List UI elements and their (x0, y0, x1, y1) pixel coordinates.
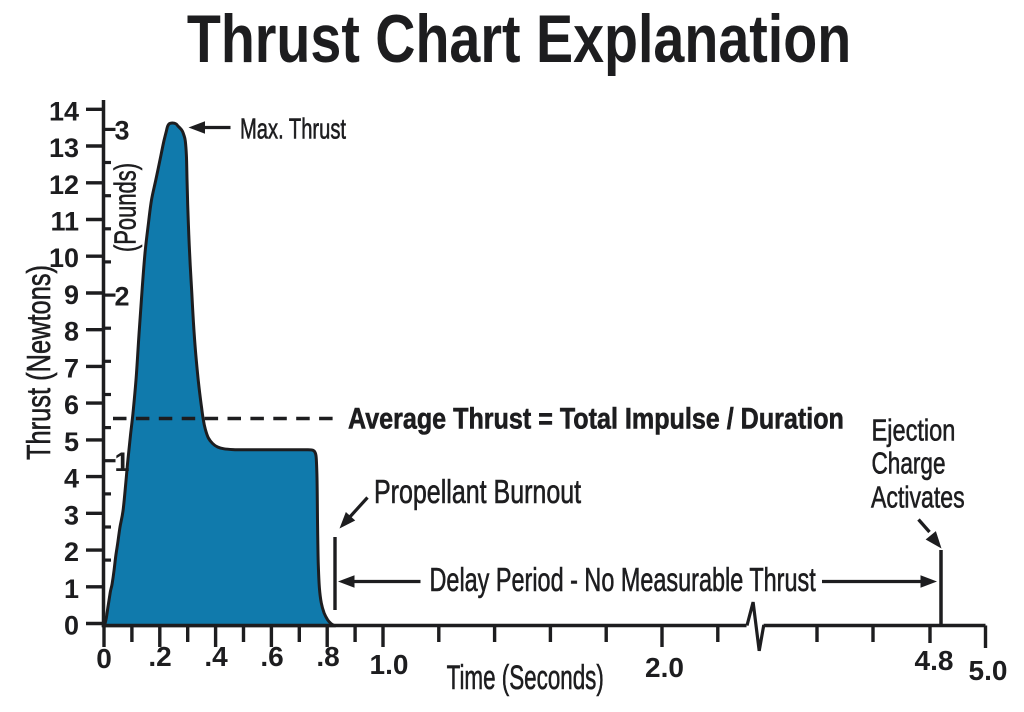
svg-text:2.0: 2.0 (645, 652, 684, 683)
svg-text:3: 3 (115, 116, 130, 146)
svg-text:.8: .8 (316, 641, 339, 672)
svg-text:Charge: Charge (872, 445, 946, 480)
svg-text:0: 0 (64, 611, 79, 641)
svg-text:6: 6 (64, 390, 79, 420)
svg-text:Average Thrust = Total Impulse: Average Thrust = Total Impulse / Duratio… (348, 401, 844, 435)
svg-text:Propellant Burnout: Propellant Burnout (374, 474, 581, 511)
svg-text:1: 1 (115, 447, 130, 477)
svg-text:Thrust Chart Explanation: Thrust Chart Explanation (187, 2, 851, 78)
svg-text:Activates: Activates (871, 479, 965, 514)
svg-text:4: 4 (64, 464, 79, 494)
svg-text:1.0: 1.0 (370, 649, 409, 680)
svg-text:12: 12 (49, 170, 79, 200)
svg-text:.2: .2 (148, 641, 171, 672)
svg-text:11: 11 (50, 207, 79, 237)
svg-text:(Pounds): (Pounds) (108, 163, 143, 252)
svg-text:Time (Seconds): Time (Seconds) (447, 659, 604, 697)
svg-text:5: 5 (64, 427, 79, 457)
svg-text:5.0: 5.0 (969, 655, 1008, 686)
svg-text:.4: .4 (204, 641, 228, 672)
svg-text:3: 3 (64, 500, 79, 530)
svg-text:Delay Period - No Measurable T: Delay Period - No Measurable Thrust (430, 562, 816, 599)
svg-text:Thrust (Newtons): Thrust (Newtons) (21, 265, 58, 460)
svg-text:Max. Thrust: Max. Thrust (240, 113, 346, 146)
svg-text:4.8: 4.8 (915, 645, 954, 676)
svg-text:10: 10 (49, 243, 79, 273)
svg-text:7: 7 (64, 353, 79, 383)
svg-text:2: 2 (115, 282, 130, 312)
svg-text:.6: .6 (260, 641, 283, 672)
svg-text:0: 0 (96, 643, 112, 674)
svg-text:Ejection: Ejection (872, 412, 956, 447)
svg-text:1: 1 (64, 574, 79, 604)
svg-text:14: 14 (49, 96, 79, 126)
svg-text:9: 9 (64, 280, 79, 310)
svg-text:8: 8 (64, 317, 79, 347)
svg-text:2: 2 (64, 537, 79, 567)
svg-text:13: 13 (49, 133, 79, 163)
